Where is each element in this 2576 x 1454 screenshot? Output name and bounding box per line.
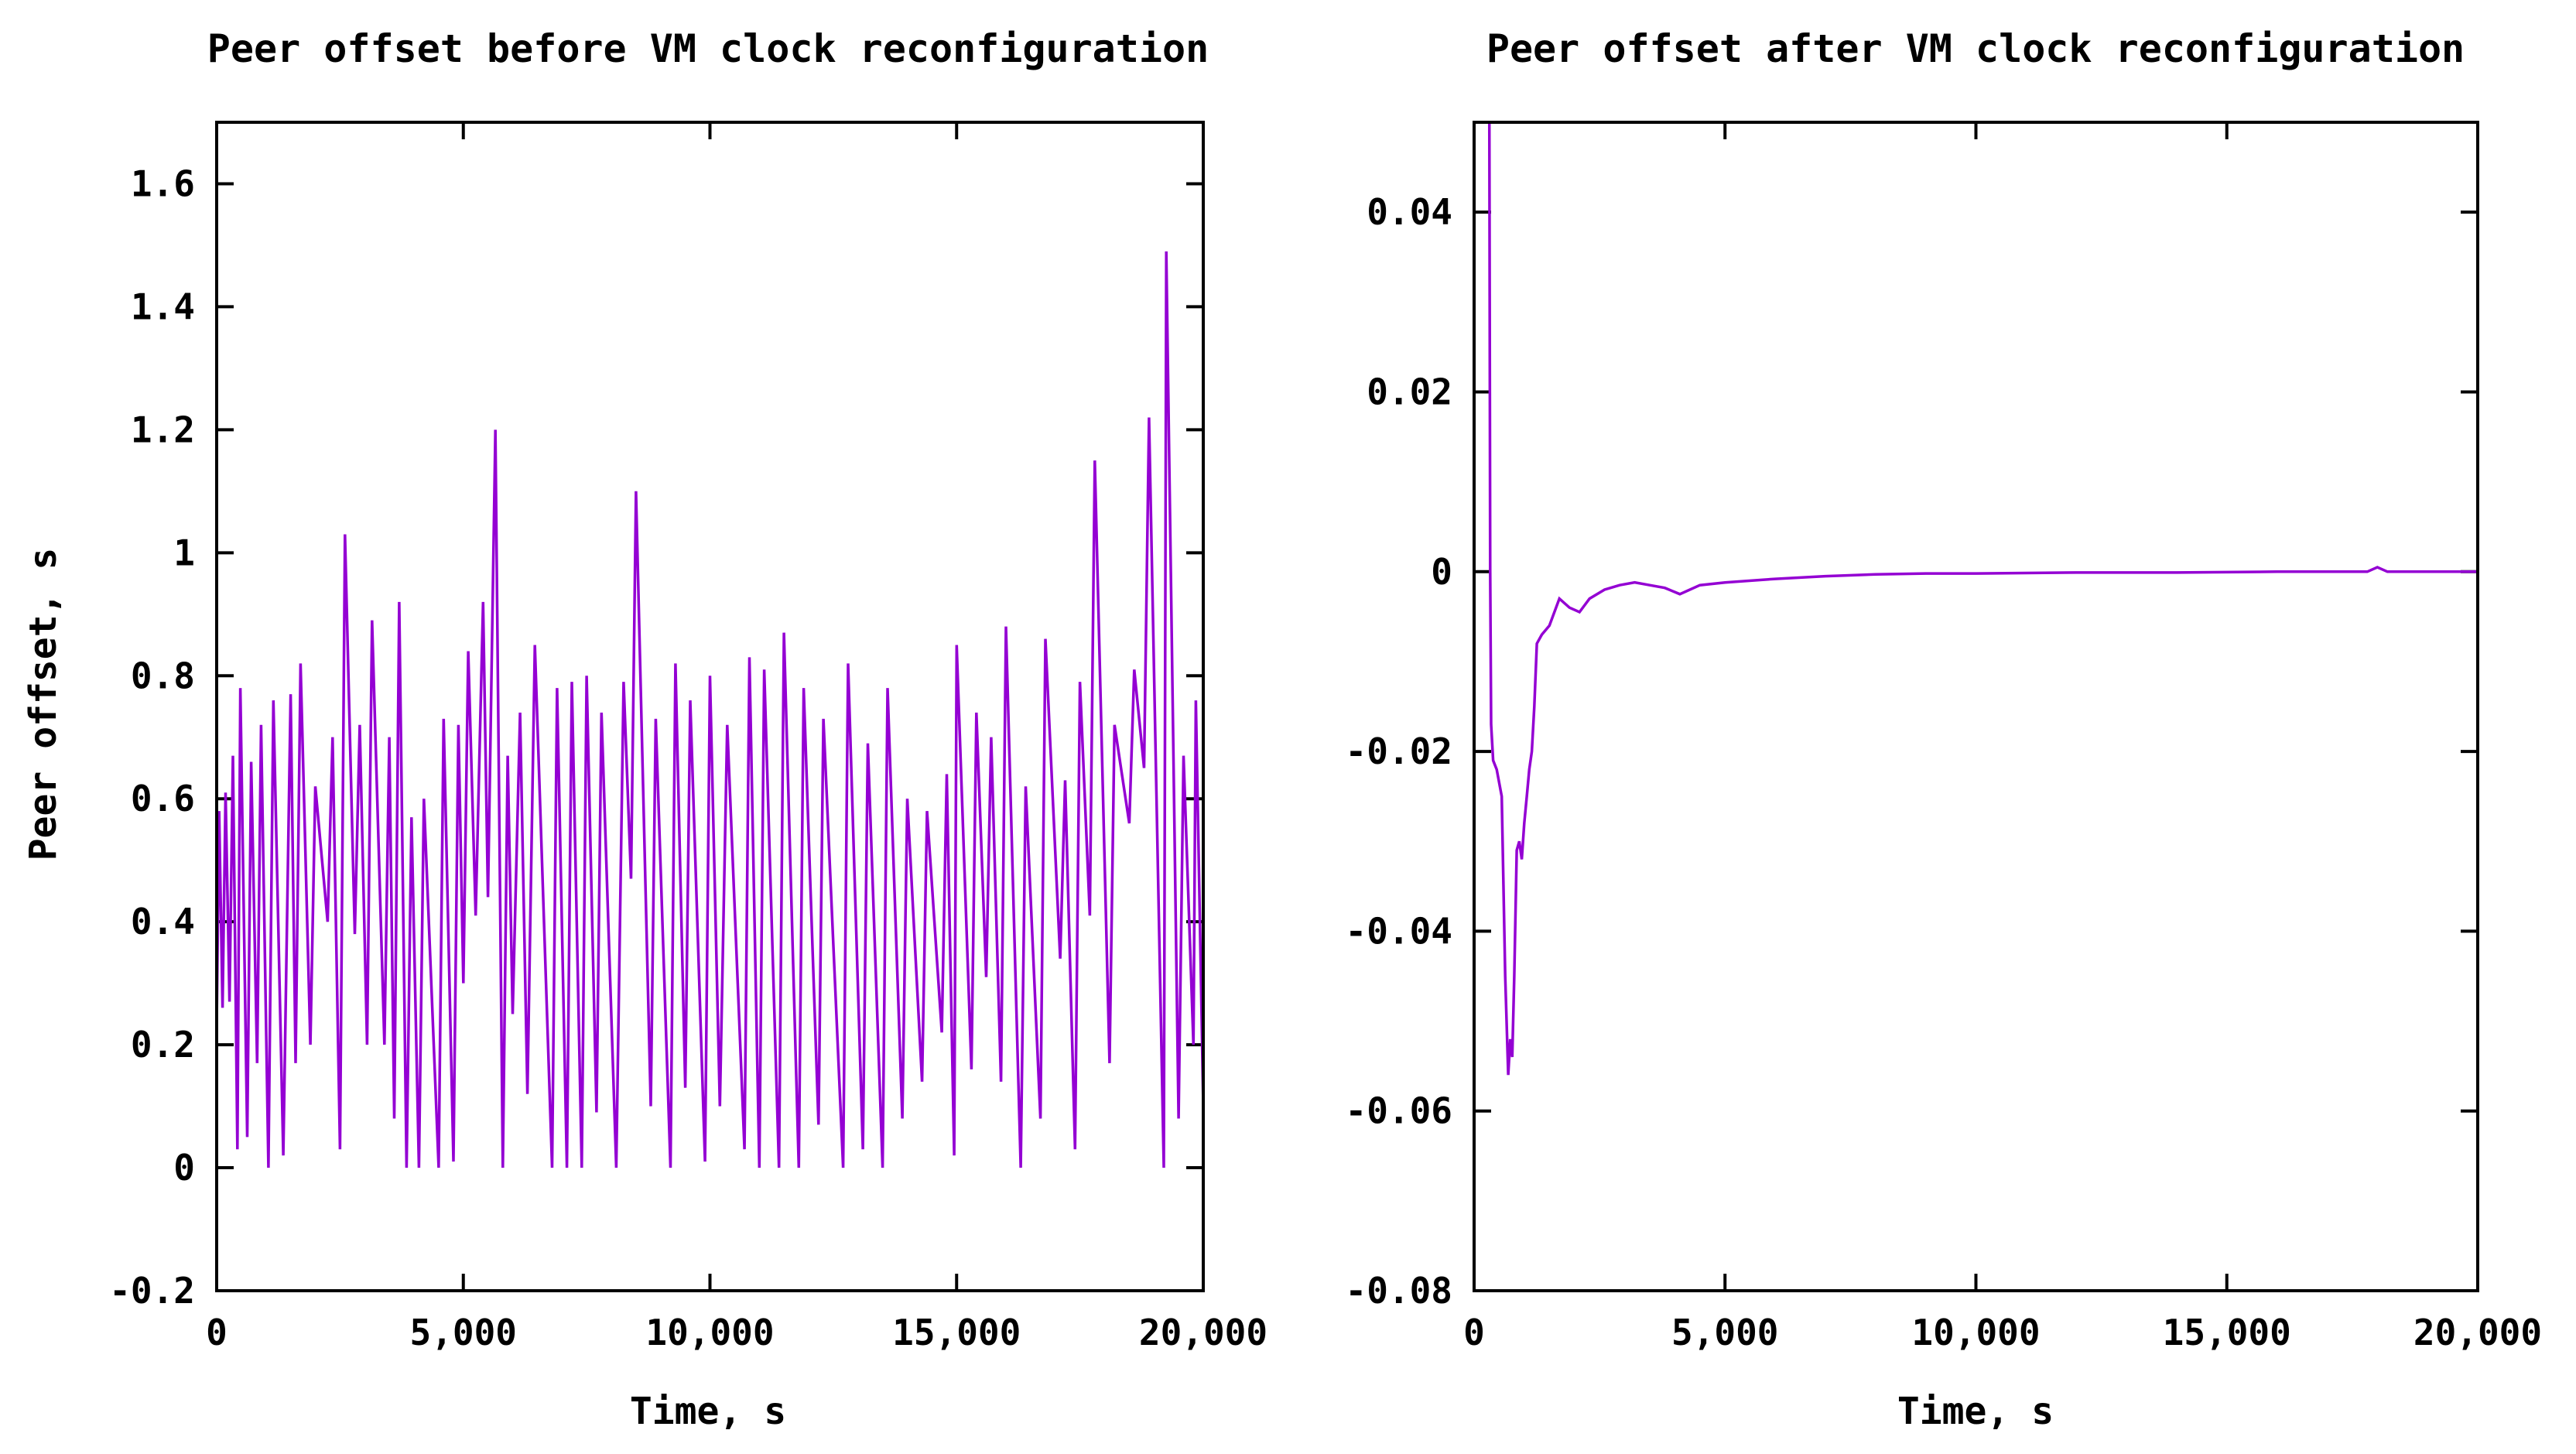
x-tick-label: 20,000 <box>1139 1312 1267 1353</box>
x-tick-label: 5,000 <box>410 1312 517 1353</box>
x-tick-label: 15,000 <box>2163 1312 2291 1353</box>
y-tick-label: 0.04 <box>1367 191 1452 233</box>
chart-before: Peer offset before VM clock reconfigurat… <box>22 26 1267 1433</box>
x-tick-label: 5,000 <box>1671 1312 1778 1353</box>
y-tick-label: 0.8 <box>131 655 195 696</box>
x-tick-label: 20,000 <box>2414 1312 2542 1353</box>
x-tick-label: 10,000 <box>645 1312 774 1353</box>
x-tick-label: 0 <box>1463 1312 1485 1353</box>
chart-after-ticks: -0.08 -0.06 -0.04 -0.02 0 0.02 0.04 0 5,000 10,00… <box>1346 122 2542 1353</box>
y-tick-label: -0.2 <box>109 1270 195 1312</box>
chart-after-xlabel: Time, s <box>1897 1390 2054 1433</box>
x-tick-label: 15,000 <box>892 1312 1021 1353</box>
y-tick-label: 0 <box>173 1147 195 1189</box>
y-tick-label: -0.06 <box>1346 1090 1452 1132</box>
chart-after: Peer offset after VM clock reconfigurati… <box>1346 26 2543 1433</box>
y-tick-label: -0.08 <box>1346 1270 1452 1312</box>
y-tick-label: 0 <box>1431 551 1452 593</box>
chart-before-ticks: -0.2 0 0.2 0.4 0.6 0.8 1 1.2 1.4 1.6 0 5,000 10,000 1… <box>109 122 1267 1353</box>
chart-before-title: Peer offset before VM clock reconfigurat… <box>207 26 1209 71</box>
x-tick-label: 10,000 <box>1911 1312 2040 1353</box>
chart-before-series-line <box>217 251 1203 1168</box>
y-tick-label: 0.02 <box>1367 371 1452 412</box>
chart-before-plot-frame <box>215 121 1205 1292</box>
y-tick-label: 0.2 <box>131 1024 195 1066</box>
y-tick-label: 1.4 <box>131 286 195 327</box>
chart-after-title: Peer offset after VM clock reconfigurati… <box>1486 26 2465 71</box>
y-tick-label: 1.6 <box>131 163 195 204</box>
y-tick-label: -0.04 <box>1346 910 1452 952</box>
y-tick-label: 1.2 <box>131 409 195 450</box>
y-tick-label: 0.4 <box>131 901 195 943</box>
chart-before-ylabel: Peer offset, s <box>22 548 65 861</box>
x-tick-label: 0 <box>206 1312 227 1353</box>
chart-before-xlabel: Time, s <box>630 1390 786 1433</box>
y-tick-label: 0.6 <box>131 778 195 819</box>
chart-after-series-line <box>1487 122 2478 1076</box>
y-tick-label: -0.02 <box>1346 730 1452 772</box>
chart-after-plot-frame <box>1473 121 2479 1292</box>
y-tick-label: 1 <box>173 532 195 573</box>
